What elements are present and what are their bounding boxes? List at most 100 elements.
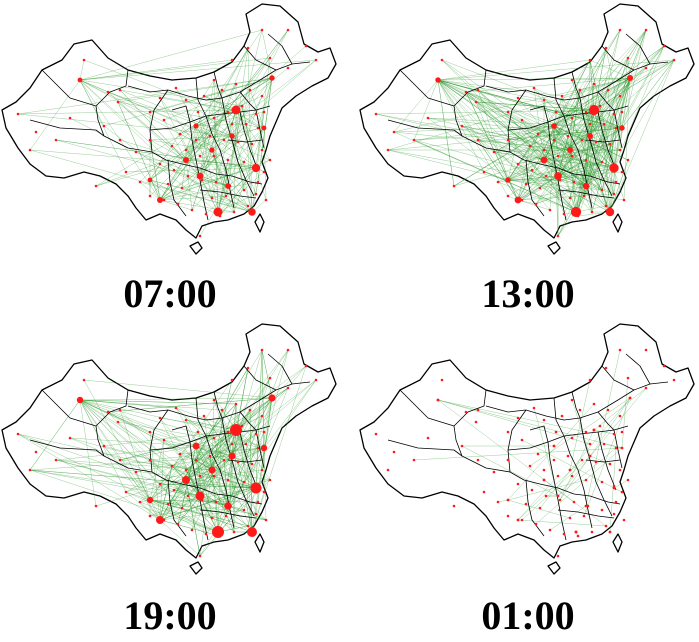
city-dot (586, 504, 590, 508)
city-dot (256, 446, 260, 450)
city-dot (592, 402, 596, 406)
city-hub (619, 125, 625, 131)
province-border (189, 441, 209, 541)
city-dot (524, 502, 528, 506)
flow-line (559, 429, 595, 501)
flow-line (79, 79, 175, 171)
city-hub (231, 105, 241, 115)
city-dot (672, 378, 676, 382)
flow-line (55, 445, 197, 461)
flow-line (255, 349, 263, 489)
city-hub (505, 177, 511, 183)
city-dot (134, 150, 138, 154)
flow-line (553, 117, 573, 127)
province-border (227, 139, 263, 143)
city-dot (158, 162, 162, 166)
flow-line (199, 377, 271, 497)
flow-line (483, 109, 595, 173)
province-border (195, 77, 207, 117)
flow-line (453, 159, 545, 187)
flow-line (107, 397, 273, 413)
city-dot (582, 194, 586, 198)
flow-line (609, 159, 629, 213)
city-dot (226, 110, 230, 114)
city-dot (68, 116, 72, 120)
city-dot (234, 82, 238, 86)
city-dot (618, 468, 622, 472)
city-hub (588, 104, 600, 116)
city-hub (196, 172, 204, 180)
city-dot (530, 488, 534, 492)
city-dot (158, 96, 162, 100)
flow-line (149, 139, 197, 181)
flow-line (103, 445, 257, 489)
city-dot (286, 28, 290, 32)
city-dot (304, 44, 308, 48)
city-dot (516, 482, 520, 486)
flow-line (413, 79, 439, 141)
flow-line (601, 77, 631, 191)
flow-line (453, 77, 631, 187)
province-border (199, 509, 257, 519)
city-dot (148, 138, 152, 142)
city-dot (556, 154, 560, 158)
city-dot (412, 138, 416, 142)
city-dot (618, 148, 622, 152)
flow-line (577, 211, 611, 217)
city-dot (590, 210, 594, 214)
city-dot (580, 138, 584, 142)
city-dot (464, 90, 468, 94)
flow-line (163, 119, 187, 161)
city-dot (138, 180, 142, 184)
city-dot (246, 366, 250, 370)
city-dot (580, 458, 584, 462)
city-dot (606, 88, 610, 92)
flow-line (211, 517, 253, 533)
city-dot (592, 82, 596, 86)
flow-line (29, 469, 219, 533)
city-dot (34, 130, 38, 134)
flow-line (175, 407, 257, 489)
city-dot (212, 436, 216, 440)
city-dot (594, 140, 598, 144)
flow-line (117, 101, 187, 161)
city-dot (212, 116, 216, 120)
flow-line (199, 469, 213, 557)
city-dot (212, 78, 216, 82)
city-dot (604, 204, 608, 208)
city-dot (230, 378, 234, 382)
flow-line (437, 79, 555, 127)
city-dot (204, 532, 208, 536)
flow-line (159, 97, 219, 213)
city-hub (514, 196, 522, 204)
flow-line (543, 159, 615, 195)
flow-line (211, 433, 257, 471)
city-dot (184, 468, 188, 472)
flow-line (29, 469, 201, 497)
flow-line (539, 149, 571, 189)
flow-line (95, 135, 233, 187)
province-border (41, 389, 129, 427)
flow-line (543, 99, 591, 137)
city-dot (162, 198, 166, 202)
flow-line (195, 459, 201, 497)
flow-line (521, 185, 587, 201)
flow-line (613, 29, 647, 169)
province-border (41, 69, 129, 107)
flow-line (199, 455, 233, 477)
city-dot (162, 118, 166, 122)
city-dot (244, 442, 248, 446)
flow-line (79, 399, 253, 465)
city-dot (474, 420, 478, 424)
flow-line (589, 135, 621, 151)
flow-line (29, 399, 81, 471)
flow-line (585, 161, 603, 187)
city-dot (184, 98, 188, 102)
province-border (205, 115, 235, 209)
city-hub (570, 206, 582, 218)
city-dot (520, 118, 524, 122)
map-panel-0100: 01:00 (358, 320, 698, 638)
city-dot (602, 122, 606, 126)
province-border (613, 109, 623, 149)
flow-line (483, 171, 509, 181)
